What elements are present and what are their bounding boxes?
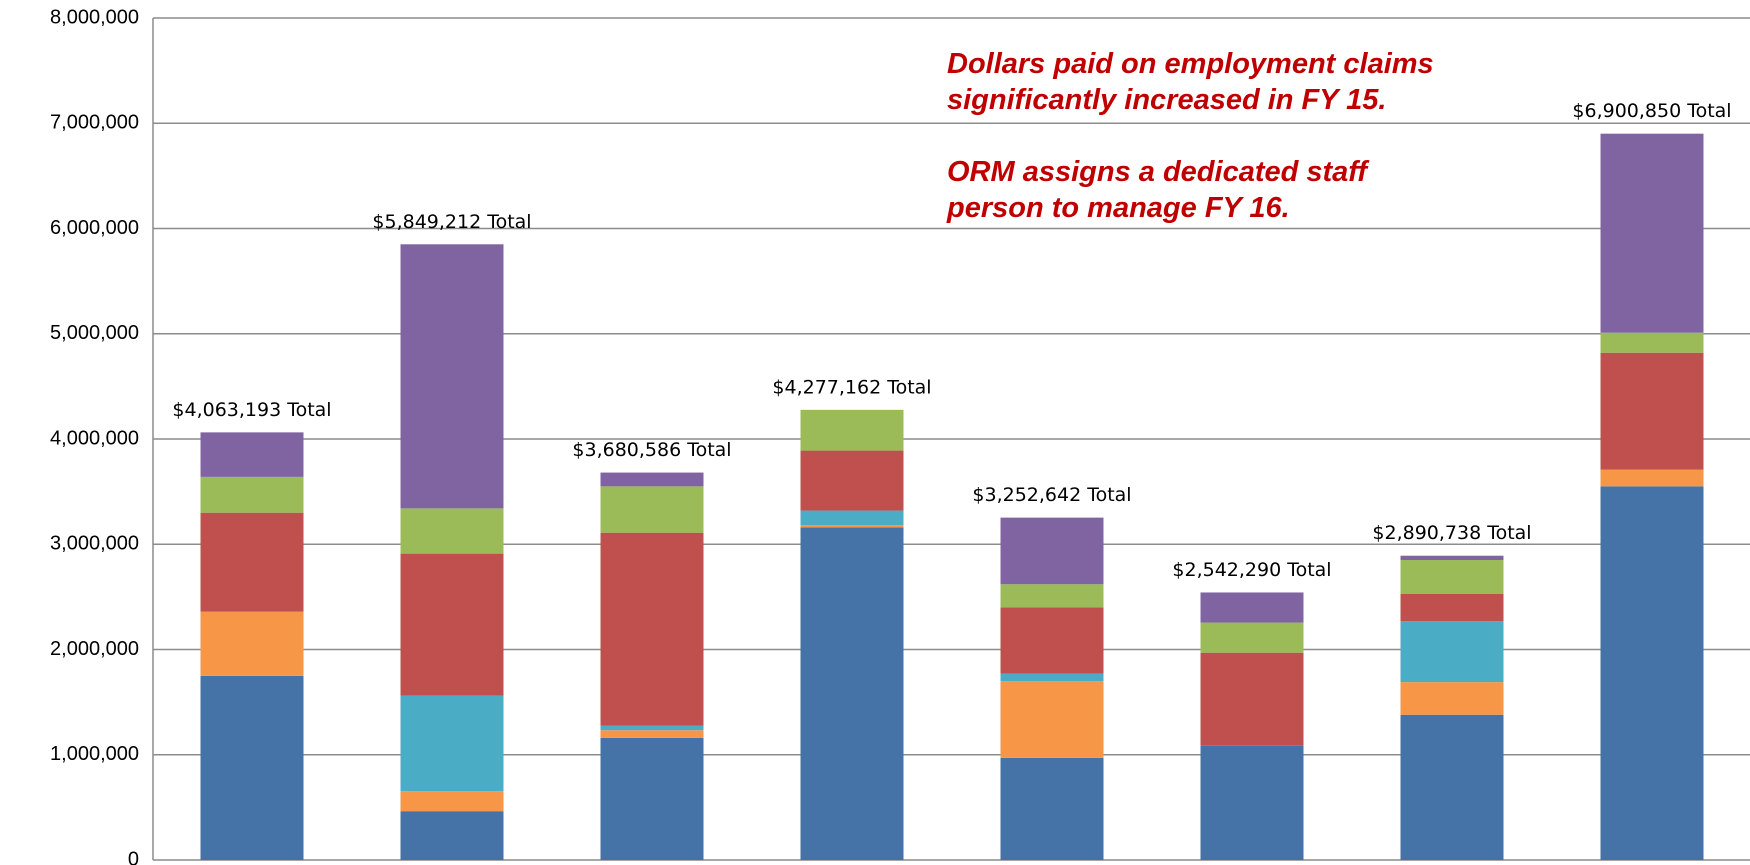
total-label: $6,900,850 Total [1572,100,1731,122]
bar-segment [800,527,904,860]
bar-segment [1400,560,1504,594]
bar-segment [600,532,704,726]
y-tick-label: 7,000,000 [50,112,139,134]
total-label: $2,890,738 Total [1372,522,1531,544]
bar-segment [1200,622,1304,653]
bar-segment [1600,486,1704,860]
total-label: $3,252,642 Total [972,484,1131,506]
bar-segment [200,675,304,860]
bar-segment [1000,681,1104,758]
bar-segment [200,611,304,676]
bar-segment [600,737,704,860]
y-tick-label: 2,000,000 [50,638,139,660]
bar-segment [1000,607,1104,674]
bar-segment [600,472,704,487]
total-label: $3,680,586 Total [572,439,731,461]
bar-segment [1400,714,1504,860]
total-label: $2,542,290 Total [1172,559,1331,581]
bar-segment [400,244,504,509]
bar-segment [400,791,504,812]
total-label: $4,277,162 Total [772,376,931,398]
y-tick-label: 0 [128,848,139,865]
y-tick-label: 1,000,000 [50,743,139,765]
bar-segment [800,510,904,526]
bar-segment [1600,469,1704,487]
bar-segment [1400,621,1504,683]
bar-segment [800,409,904,451]
bar-segment [600,725,704,731]
bar-segment [800,450,904,511]
annotation-box: Dollars paid on employment claims signif… [947,46,1447,262]
annotation: Dollars paid on employment claims signif… [947,48,1434,116]
y-tick-label: 3,000,000 [50,533,139,555]
bar-segment [1600,352,1704,470]
bar-segment [600,486,704,533]
y-tick-label: 5,000,000 [50,322,139,344]
y-tick-label: 4,000,000 [50,427,139,449]
total-label: $5,849,212 Total [372,211,531,233]
bar-segment [600,730,704,738]
bar-segment [1000,517,1104,585]
bar-segment [1400,555,1504,561]
bar-segment [1000,673,1104,682]
bar-segment [400,811,504,860]
bar-segment [400,553,504,696]
y-tick-label: 8,000,000 [50,6,139,28]
bar-segment [800,525,904,528]
bar-segment [1600,133,1704,333]
bar-segment [1400,593,1504,622]
bar-segment [1200,592,1304,623]
bar-segment [400,508,504,554]
bar-segment [1400,682,1504,715]
bar-segment [1000,757,1104,860]
bar-segment [1000,584,1104,608]
bar-segment [1200,652,1304,746]
bar-segment [200,476,304,513]
bar-segment [400,695,504,792]
bar-segment [1600,332,1704,353]
bar-segment [200,432,304,477]
bar-segment [1200,745,1304,860]
total-label: $4,063,193 Total [172,399,331,421]
annotation: ORM assigns a dedicated staff person to … [947,156,1368,224]
y-tick-label: 6,000,000 [50,217,139,239]
bar-segment [200,512,304,612]
